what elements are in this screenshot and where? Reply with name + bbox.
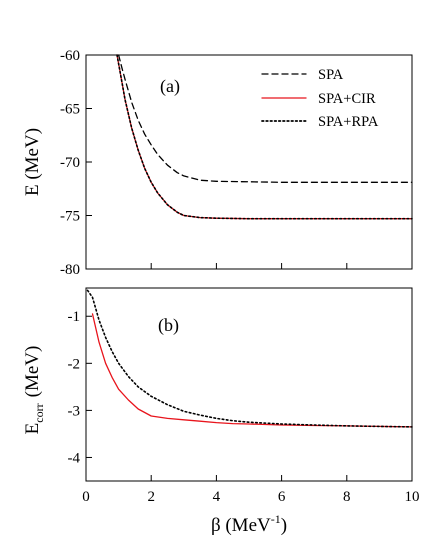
- x-axis-title-end: ): [281, 515, 287, 536]
- panel-a-y-tick-label: -80: [60, 262, 80, 278]
- panel-b-y-tick-label: -1: [68, 309, 81, 325]
- legend-label: SPA+RPA: [318, 114, 379, 130]
- x-tick-label: 8: [343, 489, 351, 505]
- panel-b-correlation-chart: 0 2 4 6 8 10-4-3-2-1 (b) Ecorr(MeV) β (MeV-1): [22, 287, 420, 536]
- panel-b-plot-frame: [85, 287, 413, 482]
- x-axis-title: β (MeV-1): [211, 512, 287, 536]
- panel-b-y-tick-label: -4: [68, 450, 81, 466]
- panel-a-series-spa: [117, 54, 413, 183]
- panel-a-energy-chart: -80-75-70-65-60 (a) E (MeV) SPASPA+CIRSP…: [22, 48, 413, 278]
- panel-b-y-tick-label: -2: [68, 356, 81, 372]
- x-axis-title-main: β (MeV: [211, 515, 271, 536]
- panel-a-y-axis-title: E (MeV): [22, 128, 43, 196]
- panel-b-y-axis-title-unit: (MeV): [22, 346, 43, 398]
- panel-b-y-tick-label: -3: [68, 403, 81, 419]
- panel-b-tag: (b): [158, 315, 179, 336]
- panel-b-series-spa-rpa: [86, 289, 413, 428]
- panel-a-y-tick-label: -75: [60, 209, 80, 225]
- panel-b-y-axis-title-main: E: [22, 423, 43, 435]
- panel-a-series: [116, 54, 413, 220]
- legend-label: SPA: [318, 67, 344, 83]
- panel-a-ticks: -80 -75 -70 -65 -60: [60, 48, 413, 278]
- panel-b-series: [86, 289, 413, 428]
- x-axis-title-superscript: -1: [271, 512, 281, 526]
- panel-a-plot-frame: [85, 54, 413, 270]
- x-tick-label: 10: [405, 489, 420, 505]
- x-tick-label: 2: [147, 489, 155, 505]
- legend: SPA SPA+CIR SPA+RPA: [261, 67, 379, 130]
- x-tick-label: 4: [213, 489, 221, 505]
- x-tick-label: 6: [278, 489, 286, 505]
- panel-a-y-tick-label: -60: [60, 48, 80, 64]
- panel-b-y-axis-title-subscript: corr: [32, 403, 46, 422]
- panel-b-y-axis-title: Ecorr (MeV): [22, 346, 46, 435]
- panel-a-y-tick-label: -70: [60, 155, 80, 171]
- x-tick-label: 0: [82, 489, 90, 505]
- legend-label: SPA+CIR: [318, 91, 376, 107]
- panel-a-y-tick-label: -65: [60, 102, 80, 118]
- panel-a-tag: (a): [160, 76, 180, 97]
- panel-b-ticks: 0 2 4 6 8 10 -4 -3 -2 -1: [68, 309, 420, 505]
- panel-b-series-spa-cir: [91, 313, 413, 428]
- panel-a-series-spa-rpa: [116, 54, 413, 220]
